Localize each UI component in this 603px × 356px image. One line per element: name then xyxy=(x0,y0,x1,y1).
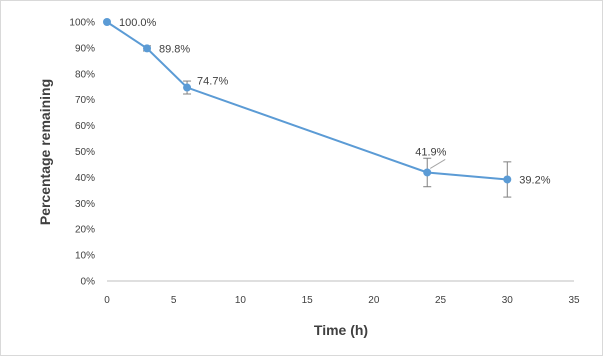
x-tick-label: 20 xyxy=(368,295,380,306)
x-axis-ticks: 0 5 10 15 20 25 30 35 xyxy=(104,295,580,306)
x-tick-label: 30 xyxy=(502,295,514,306)
y-tick-label: 40% xyxy=(75,173,95,184)
label-leader-line xyxy=(429,159,446,169)
data-label: 41.9% xyxy=(415,146,446,158)
y-tick-label: 0% xyxy=(81,277,96,288)
y-axis-title: Percentage remaining xyxy=(37,79,53,225)
data-points xyxy=(103,18,512,184)
label-leader-lines xyxy=(429,159,446,169)
data-label: 100.0% xyxy=(119,17,157,29)
data-label: 39.2% xyxy=(519,174,550,186)
x-tick-label: 0 xyxy=(104,295,110,306)
x-tick-label: 5 xyxy=(171,295,177,306)
y-tick-label: 30% xyxy=(75,199,95,210)
y-axis-ticks: 0% 10% 20% 30% 40% 50% 60% 70% 80% 90% 100% xyxy=(69,18,95,288)
y-tick-label: 80% xyxy=(75,69,95,80)
x-tick-label: 25 xyxy=(435,295,447,306)
y-tick-label: 10% xyxy=(75,251,95,262)
y-tick-label: 90% xyxy=(75,43,95,54)
x-tick-label: 15 xyxy=(302,295,314,306)
y-tick-label: 60% xyxy=(75,121,95,132)
data-point xyxy=(103,18,111,26)
data-point xyxy=(183,83,192,92)
data-label: 74.7% xyxy=(197,76,228,88)
x-axis-title: Time (h) xyxy=(314,322,368,338)
data-label: 89.8% xyxy=(159,43,190,55)
data-labels: 100.0% 89.8% 74.7% 41.9% 39.2% xyxy=(119,17,551,186)
y-tick-label: 20% xyxy=(75,225,95,236)
data-point xyxy=(423,168,432,177)
y-tick-label: 50% xyxy=(75,147,95,158)
data-point xyxy=(143,44,152,53)
y-tick-label: 100% xyxy=(69,18,95,29)
x-tick-label: 35 xyxy=(568,295,580,306)
data-point xyxy=(503,175,512,184)
x-tick-label: 10 xyxy=(235,295,247,306)
y-tick-label: 70% xyxy=(75,95,95,106)
